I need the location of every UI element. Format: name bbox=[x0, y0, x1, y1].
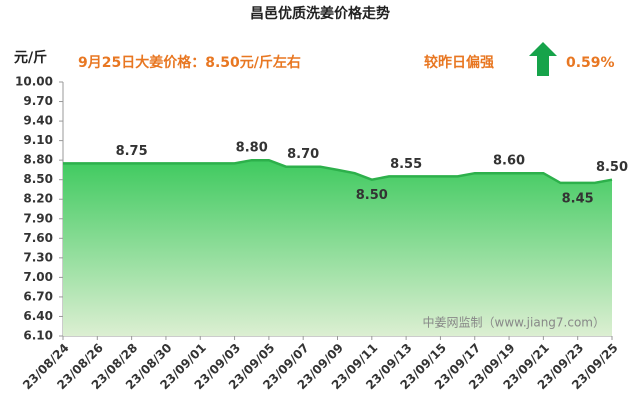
value-label: 8.55 bbox=[390, 157, 422, 172]
y-tick-label: 7.90 bbox=[23, 211, 53, 225]
trend-change: 0.59% bbox=[566, 55, 615, 71]
value-label: 8.50 bbox=[596, 160, 628, 175]
area bbox=[63, 160, 612, 336]
y-tick-label: 6.70 bbox=[23, 289, 53, 303]
y-tick-label: 7.30 bbox=[23, 250, 53, 264]
y-tick-label: 8.50 bbox=[23, 172, 53, 186]
trend-text: 较昨日偏强 bbox=[424, 54, 494, 71]
up-arrow bbox=[529, 42, 557, 76]
value-label: 8.80 bbox=[236, 141, 268, 156]
plot: 6.10 6.40 6.70 7.00 7.30 7.60 7.90 8.20 8.50 8.80… bbox=[15, 75, 628, 393]
y-tick-label: 6.10 bbox=[23, 329, 53, 343]
line bbox=[63, 158, 613, 185]
y-tick-label: 7.60 bbox=[23, 231, 53, 245]
y-tick-label: 7.00 bbox=[23, 270, 53, 284]
y-tick-label: 9.70 bbox=[23, 94, 53, 108]
y-tick-label: 8.20 bbox=[23, 192, 53, 206]
value-label: 8.50 bbox=[356, 188, 388, 203]
y-tick-label: 10.00 bbox=[15, 75, 53, 89]
y-axis-label: 元/斤 bbox=[14, 49, 47, 66]
value-label: 8.70 bbox=[287, 147, 319, 162]
annotation: 9月25日大姜价格：8.50元/斤左右 bbox=[78, 54, 301, 71]
y-tick-label: 6.40 bbox=[23, 309, 53, 323]
y-tick-label: 8.80 bbox=[23, 153, 53, 167]
value-label: 8.60 bbox=[493, 154, 525, 169]
value-label: 8.45 bbox=[562, 191, 594, 206]
y-tick-label: 9.10 bbox=[23, 133, 53, 147]
y-tick-label: 9.40 bbox=[23, 114, 53, 128]
value-label: 8.75 bbox=[116, 144, 148, 159]
chart-title: 昌邑优质洗姜价格走势 bbox=[250, 5, 390, 22]
watermark: 中姜网监制（www.jiang7.com） bbox=[423, 315, 605, 330]
